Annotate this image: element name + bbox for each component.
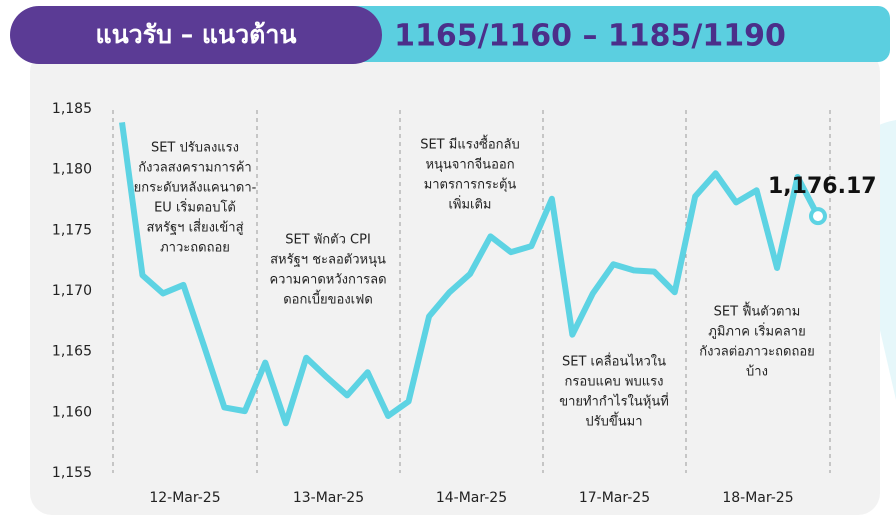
x-tick-label: 12-Mar-25 [149,490,220,506]
annotation: SET ฟื้นตัวตาม [714,302,801,320]
annotation: SET พักตัว CPI [285,233,371,248]
x-tick-label: 17-Mar-25 [579,490,650,506]
x-tick-label: 14-Mar-25 [436,490,507,506]
y-tick-label: 1,185 [52,101,92,117]
levels-band [330,6,890,62]
annotation: ปรับขึ้นมา [585,412,642,430]
annotation: SET มีแรงซื้อกลับ [420,135,520,153]
annotation: EU เริ่มตอบโต้ [154,199,236,216]
chart-panel [30,50,880,515]
annotation: กังวลสงครามการค้า [138,161,251,176]
last-point [809,207,827,226]
annotation: SET ปรับลงแรง [151,141,239,156]
annotation: บ้าง [746,365,768,380]
annotation: ดอกเบี้ยของเฟด [283,290,373,308]
y-tick-label: 1,175 [52,222,92,238]
annotation: เพิ่มเติม [448,196,491,213]
last-value-label: 1,176.17 [768,174,877,199]
y-tick-label: 1,165 [52,344,92,360]
annotation: กรอบแคบ พบแรง [565,375,664,390]
y-tick-label: 1,160 [52,404,92,420]
annotation: หนุนจากจีนออก [425,157,514,173]
annotation: สหรัฐฯ ชะลอตัวหนุน [270,253,386,268]
y-tick-label: 1,155 [52,465,92,481]
annotation: ความคาดหวังการลด [269,273,386,288]
annotation: ภาวะถดถอย [160,241,230,256]
annotation: มาตรการกระตุ้น [424,178,517,193]
annotation: ภูมิภาค เริ่มคลาย [708,323,805,340]
annotation: กังวลต่อภาวะถดถอย [699,345,815,360]
annotation: สหรัฐฯ เสี่ยงเข้าสู่ [147,219,244,236]
y-tick-label: 1,170 [52,283,92,299]
annotation: ยกระดับหลังแคนาดา- [134,181,257,196]
x-tick-label: 13-Mar-25 [293,490,364,506]
y-tick-label: 1,180 [52,162,92,178]
x-tick-label: 18-Mar-25 [722,490,793,506]
annotation: ขายทำกำไรในหุ้นที่ [559,393,669,410]
annotation: SET เคลื่อนไหวใน [562,353,666,370]
levels: 1165/1160 – 1185/1190 [394,19,786,54]
title: แนวรับ – แนวต้าน [95,20,296,49]
price-line [119,121,821,427]
title-pill [10,6,382,64]
